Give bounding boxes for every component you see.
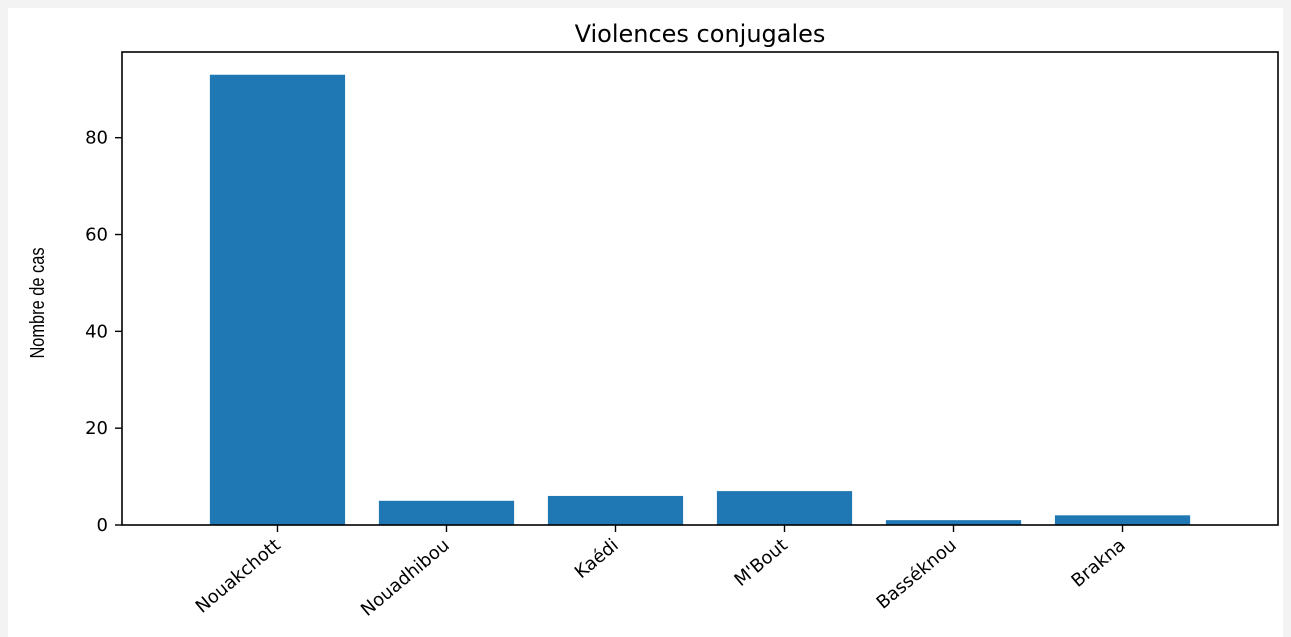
y-tick-label: 40 [85,321,108,342]
x-tick-label: M'Bout [730,535,791,591]
y-tick-label: 80 [85,128,108,149]
y-axis: 0 20 40 60 80 [85,128,122,536]
bar-6 [1054,515,1191,525]
x-tick-label: Kaédi [571,535,623,583]
x-tick-label: Nouakchott [192,535,285,618]
x-tick-label: Basséknou [873,535,961,614]
chart-title: Violences conjugales [575,20,826,48]
bar-1 [209,74,346,526]
y-tick-label: 20 [85,418,108,439]
plot-frame [121,51,1279,526]
chart-figure: Violences conjugales Nombre de cas 0 20 40… [8,8,1283,637]
x-axis: Nouakchott Nouadhibou Kaédi M'Bout Basséknou… [192,525,1130,621]
y-tick-label: 0 [97,515,108,536]
y-axis-label: Nombre de cas [25,247,48,358]
x-tick-label: Brakna [1067,535,1129,592]
bars-group [209,74,1191,526]
bar-2 [378,500,515,525]
bar-chart: Violences conjugales Nombre de cas 0 20 40… [25,20,1279,621]
bar-5 [885,520,1022,525]
x-tick-label: Nouadhibou [357,535,454,621]
bar-3 [547,495,684,525]
bar-4 [716,491,853,525]
y-tick-label: 60 [85,225,108,246]
